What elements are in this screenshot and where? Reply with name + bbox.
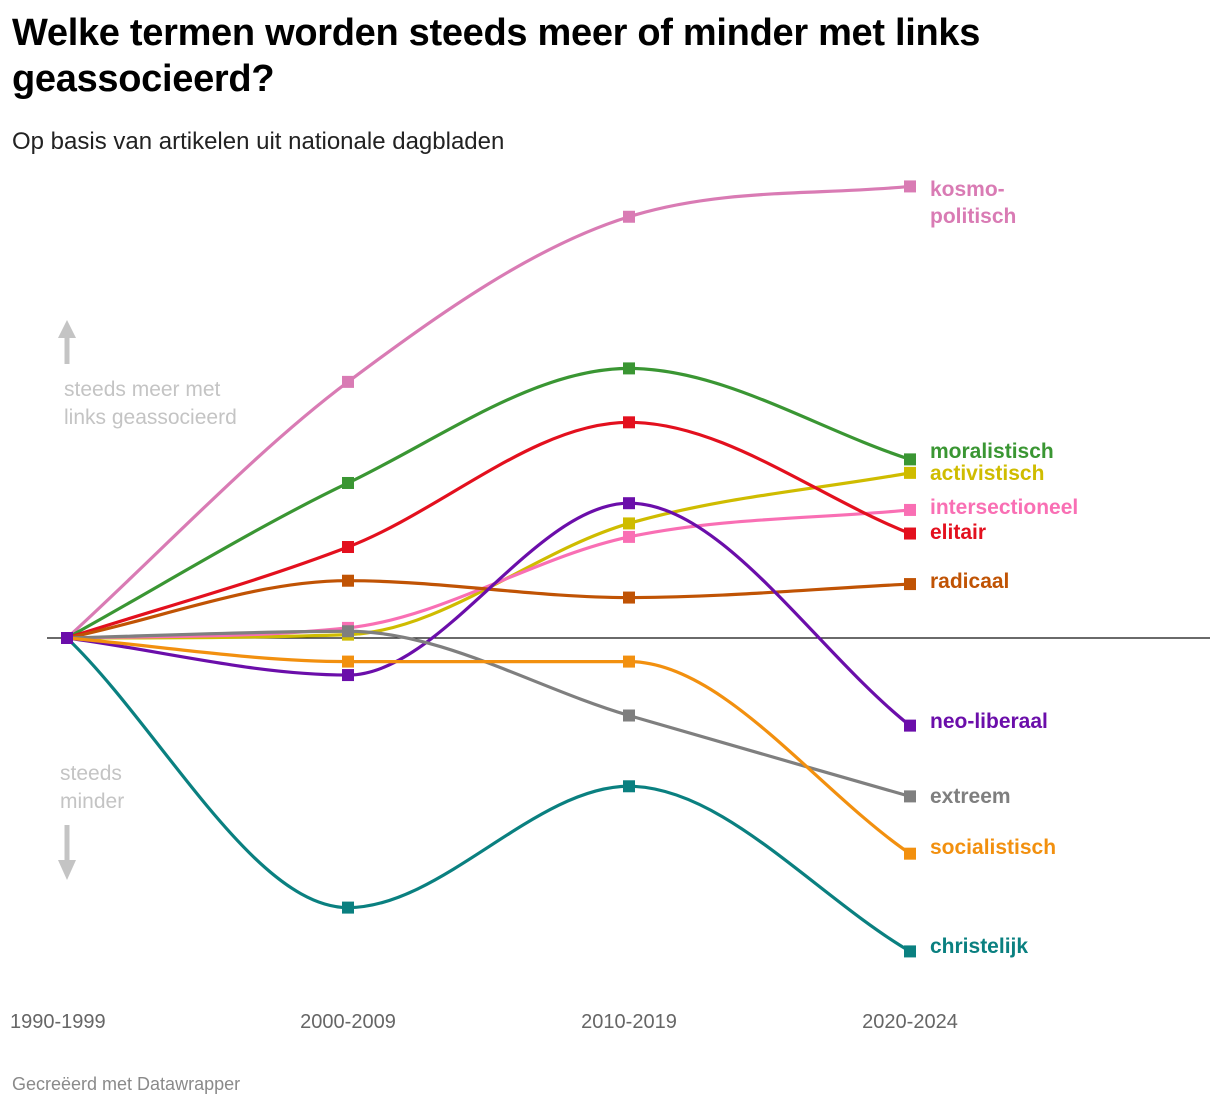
- marker-extreem-4: [904, 790, 916, 803]
- series-line-socialistisch: [65, 636, 912, 856]
- series-line-moralistisch: [65, 366, 912, 640]
- marker-neo-liberaal-2: [342, 669, 354, 682]
- series-label-line: intersectioneel: [930, 496, 1078, 519]
- x-tick-2010-2019: 2010-2019: [581, 1011, 677, 1033]
- marker-kosmo-politisch-4: [904, 180, 916, 193]
- marker-christelijk-3: [623, 780, 635, 793]
- series-label-line: politisch: [930, 205, 1016, 228]
- series-line-radicaal: [65, 579, 912, 640]
- marker-neo-liberaal-4: [904, 719, 916, 732]
- x-axis: 1990-1999 2000-2009 2010-2019 2020-2024: [10, 1011, 958, 1033]
- x-tick-2000-2009: 2000-2009: [300, 1011, 396, 1033]
- series-line-kosmo-politisch: [65, 184, 912, 640]
- chart-title: Welke termen worden steeds meer of minde…: [12, 12, 981, 100]
- marker-socialistisch-4: [904, 847, 916, 860]
- series-label-line: extreem: [930, 785, 1011, 808]
- series-line-elitair: [65, 420, 912, 640]
- series-label-radicaal: radicaal: [930, 570, 1009, 593]
- annotation-down: steeds minder: [60, 762, 124, 813]
- series-line-extreem: [65, 629, 912, 798]
- marker-elitair-2: [342, 541, 354, 554]
- annotation-line: steeds: [60, 762, 122, 785]
- marker-intersectioneel-4: [904, 503, 916, 516]
- marker-activistisch-3: [623, 517, 635, 530]
- annotation-up: steeds meer met links geassocieerd: [64, 378, 237, 429]
- chart-subtitle: Op basis van artikelen uit nationale dag…: [12, 128, 505, 155]
- series-label-moralistisch: moralistisch: [930, 440, 1054, 463]
- marker-extreem-2: [342, 625, 354, 638]
- series-markers: [61, 180, 916, 958]
- marker-christelijk-2: [342, 901, 354, 914]
- series-line-activistisch: [65, 471, 912, 640]
- series-label-activistisch: activistisch: [930, 462, 1044, 485]
- series-label-elitair: elitair: [930, 521, 986, 544]
- series-line-christelijk: [65, 636, 912, 954]
- marker-kosmo-politisch-2: [342, 375, 354, 388]
- annotation-layer: steeds meer met links geassocieerd steeds m…: [58, 320, 237, 880]
- marker-radicaal-3: [623, 591, 635, 604]
- series-label-line: christelijk: [930, 935, 1028, 958]
- series-label-line: moralistisch: [930, 440, 1054, 463]
- annotation-line: steeds meer met: [64, 378, 221, 401]
- x-tick-1990-1999: 1990-1999: [10, 1011, 106, 1033]
- arrow-up-icon: [58, 320, 76, 338]
- series-label-line: kosmo-: [930, 178, 1005, 201]
- series-label-kosmo-politisch: kosmo-politisch: [930, 178, 1016, 228]
- arrow-down-icon: [58, 860, 76, 880]
- series-label-line: activistisch: [930, 462, 1044, 485]
- series-line-neo-liberaal: [65, 501, 912, 728]
- series-label-extreem: extreem: [930, 785, 1011, 808]
- marker-christelijk-4: [904, 945, 916, 958]
- marker-radicaal-2: [342, 574, 354, 587]
- series-label-line: elitair: [930, 521, 986, 544]
- credit-footer: Gecreëerd met Datawrapper: [12, 1074, 241, 1094]
- annotation-line: links geassocieerd: [64, 406, 237, 429]
- marker-kosmo-politisch-3: [623, 210, 635, 223]
- marker-elitair-4: [904, 527, 916, 540]
- series-line-intersectioneel: [65, 508, 912, 640]
- marker-extreem-3: [623, 709, 635, 722]
- marker-neo-liberaal-3: [623, 497, 635, 510]
- annotation-line: minder: [60, 790, 124, 813]
- line-chart: steeds meer met links geassocieerd steeds m…: [10, 178, 1210, 1033]
- marker-intersectioneel-3: [623, 530, 635, 543]
- marker-moralistisch-4: [904, 453, 916, 466]
- marker-socialistisch-2: [342, 655, 354, 668]
- series-label-neo-liberaal: neo-liberaal: [930, 710, 1048, 733]
- series-label-line: radicaal: [930, 570, 1009, 593]
- series-label-intersectioneel: intersectioneel: [930, 496, 1078, 519]
- series-label-socialistisch: socialistisch: [930, 836, 1056, 859]
- marker-moralistisch-3: [623, 362, 635, 375]
- marker-socialistisch-3: [623, 655, 635, 668]
- marker-origin: [61, 632, 73, 644]
- series-label-line: socialistisch: [930, 836, 1056, 859]
- marker-radicaal-4: [904, 578, 916, 591]
- marker-elitair-3: [623, 416, 635, 429]
- marker-activistisch-4: [904, 466, 916, 479]
- series-lines: [65, 184, 912, 954]
- x-tick-2020-2024: 2020-2024: [862, 1011, 958, 1033]
- series-label-christelijk: christelijk: [930, 935, 1028, 958]
- marker-moralistisch-2: [342, 476, 354, 489]
- series-label-line: neo-liberaal: [930, 710, 1048, 733]
